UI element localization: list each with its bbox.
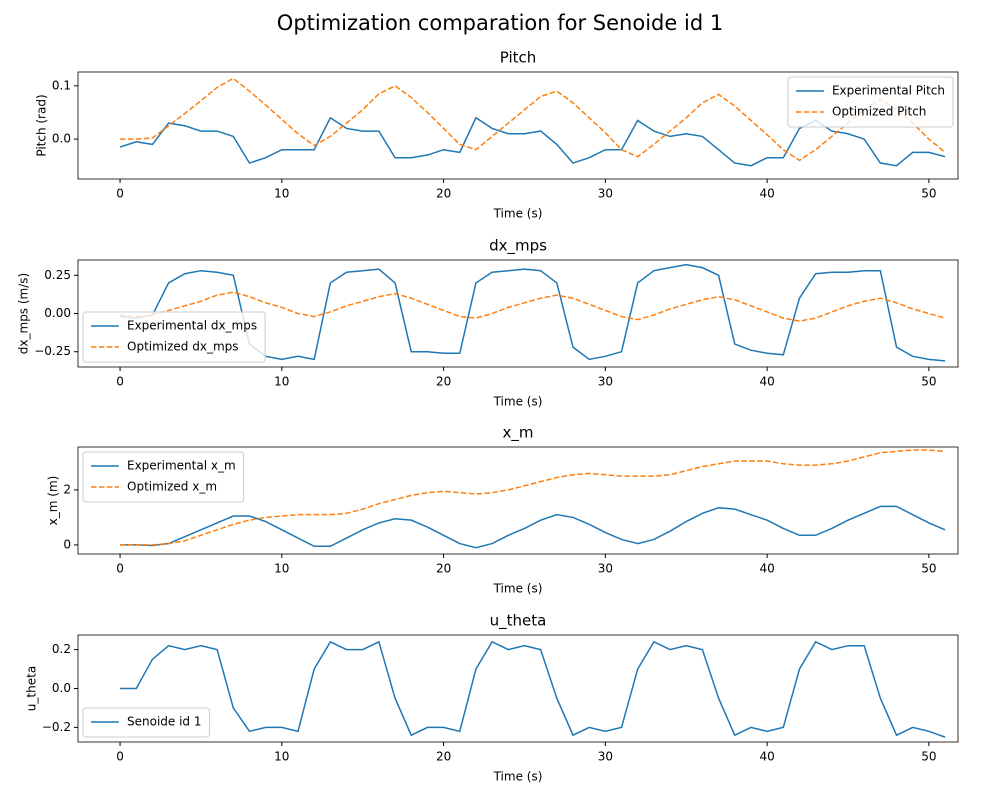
subplot-title: x_m (503, 424, 534, 443)
x-tick-label: 20 (436, 750, 451, 764)
y-tick-label: 0 (63, 537, 71, 551)
y-tick-label: −0.25 (34, 344, 71, 358)
legend: Experimental x_m Optimized x_m (82, 451, 245, 503)
x-axis-label: Time (s) (493, 582, 543, 596)
x-tick-label: 0 (116, 375, 124, 389)
x-axis-label: Time (s) (493, 207, 543, 221)
x-tick-label: 30 (598, 375, 613, 389)
subplot: Pitch 0 10 20 30 40 50 Time (s) 0.0 0.1 Pitch (rad… (34, 49, 959, 221)
x-tick-label: 30 (598, 187, 613, 201)
y-tick-label: 0.00 (44, 306, 71, 320)
y-tick-label: 2 (63, 482, 71, 496)
legend: Senoide id 1 (82, 707, 210, 738)
legend: Experimental dx_mps Optimized dx_mps (82, 311, 266, 363)
x-tick-label: 0 (116, 750, 124, 764)
x-tick-label: 30 (598, 750, 613, 764)
x-tick-label: 40 (759, 187, 774, 201)
legend-label: Experimental dx_mps (127, 319, 257, 333)
y-axis-label: Pitch (rad) (34, 94, 48, 156)
x-axis-label: Time (s) (493, 395, 543, 409)
x-tick-label: 50 (921, 562, 936, 576)
legend-label: Experimental Pitch (832, 84, 945, 98)
legend-label: Experimental x_m (127, 459, 236, 473)
x-axis-label: Time (s) (493, 770, 543, 784)
x-tick-label: 10 (274, 562, 289, 576)
x-tick-label: 10 (274, 750, 289, 764)
legend-box (82, 451, 245, 503)
legend: Experimental Pitch Optimized Pitch (787, 76, 954, 128)
plot-frame (77, 71, 959, 180)
x-tick-label: 20 (436, 562, 451, 576)
data-line (120, 640, 946, 738)
y-axis-label: x_m (m) (46, 476, 60, 526)
plot-frame (77, 446, 959, 555)
x-tick-label: 40 (759, 375, 774, 389)
data-line (120, 77, 946, 162)
legend-box (787, 76, 954, 128)
data-line (119, 291, 946, 322)
legend-label: Optimized dx_mps (127, 340, 239, 354)
x-tick-label: 50 (921, 187, 936, 201)
x-tick-label: 10 (274, 187, 289, 201)
y-axis-label: dx_mps (m/s) (17, 273, 31, 354)
plot-frame (77, 259, 959, 368)
x-tick-label: 50 (921, 750, 936, 764)
x-tick-label: 10 (274, 375, 289, 389)
y-tick-label: 0.2 (52, 642, 71, 656)
subplot: x_m 0 10 20 30 40 50 Time (s) 0 2x_m (m) Experimen… (46, 424, 959, 596)
y-tick-label: 0.0 (52, 681, 71, 695)
x-tick-label: 40 (759, 562, 774, 576)
x-tick-label: 20 (436, 187, 451, 201)
x-tick-label: 20 (436, 375, 451, 389)
figure-title: Optimization comparation for Senoide id … (277, 11, 723, 35)
y-axis-label: u_theta (24, 666, 38, 711)
plot-frame (77, 634, 959, 743)
legend-label: Optimized x_m (127, 480, 217, 494)
legend-box (82, 311, 266, 363)
y-tick-label: 0.25 (44, 268, 71, 282)
legend-label: Senoide id 1 (127, 715, 202, 729)
data-line (120, 449, 946, 546)
subplot-title: Pitch (500, 49, 537, 67)
data-line (120, 505, 946, 549)
x-tick-label: 30 (598, 562, 613, 576)
x-tick-label: 0 (116, 187, 124, 201)
x-tick-label: 40 (759, 750, 774, 764)
y-tick-label: 0.1 (52, 78, 71, 92)
y-tick-label: 0.0 (52, 132, 71, 146)
subplot-title: dx_mps (489, 237, 547, 256)
subplot-title: u_theta (490, 612, 547, 631)
x-tick-label: 0 (116, 562, 124, 576)
subplot: dx_mps 0 10 20 30 40 50 Time (s) −0.25 0.00 0.25 dx… (17, 237, 959, 409)
subplot: u_theta 0 10 20 30 40 50 Time (s) −0.2 0.0 0.2 u_th… (24, 612, 959, 784)
y-tick-label: −0.2 (42, 720, 71, 734)
legend-label: Optimized Pitch (832, 105, 926, 119)
x-tick-label: 50 (921, 375, 936, 389)
legend-box (82, 707, 210, 738)
